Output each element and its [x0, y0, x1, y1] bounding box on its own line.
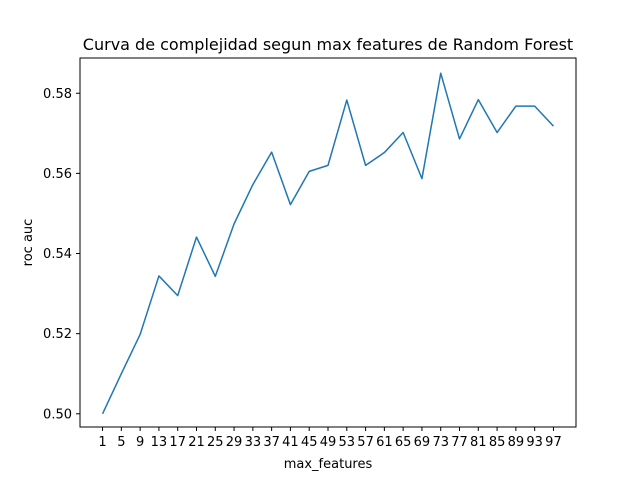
x-tick-label: 81 — [470, 435, 487, 450]
x-tick-label: 69 — [414, 435, 431, 450]
x-tick-label: 49 — [320, 435, 337, 450]
plot-frame — [79, 57, 577, 428]
x-tick-label: 57 — [357, 435, 374, 450]
x-tick-label: 53 — [339, 435, 356, 450]
x-tick-label: 45 — [301, 435, 318, 450]
x-tick-label: 25 — [207, 435, 224, 450]
y-tick-label: 0.54 — [43, 247, 72, 262]
x-tick-label: 37 — [263, 435, 280, 450]
chart-title: Curva de complejidad segun max features … — [83, 35, 573, 54]
x-tick-label: 5 — [117, 435, 125, 450]
x-tick-label: 1 — [98, 435, 106, 450]
y-tick-label: 0.58 — [43, 87, 72, 102]
x-tick-label: 13 — [151, 435, 168, 450]
x-tick-label: 89 — [508, 435, 525, 450]
series-line — [101, 72, 554, 415]
x-tick-label: 61 — [376, 435, 393, 450]
x-tick-label: 9 — [136, 435, 144, 450]
x-tick-label: 77 — [451, 435, 468, 450]
y-tick-label: 0.56 — [43, 167, 72, 182]
x-tick-label: 21 — [188, 435, 205, 450]
x-tick-label: 33 — [245, 435, 262, 450]
y-axis-ticks: 0.50 0.52 0.54 0.56 0.58 — [43, 87, 80, 422]
x-tick-label: 85 — [489, 435, 506, 450]
x-axis-label: max_features — [284, 457, 373, 472]
y-axis-label: roc auc — [21, 219, 36, 267]
x-tick-label: 41 — [282, 435, 299, 450]
x-tick-label: 65 — [395, 435, 412, 450]
y-tick-label: 0.50 — [43, 407, 72, 422]
x-tick-label: 97 — [545, 435, 562, 450]
x-axis-ticks: 1 5 9 13 17 21 25 29 33 37 41 45 49 53 57 61 65 69 73 77 81 8… — [98, 427, 562, 450]
x-tick-label: 73 — [432, 435, 449, 450]
x-tick-label: 29 — [226, 435, 243, 450]
x-tick-label: 93 — [526, 435, 543, 450]
x-tick-label: 17 — [169, 435, 186, 450]
y-tick-label: 0.52 — [43, 327, 72, 342]
